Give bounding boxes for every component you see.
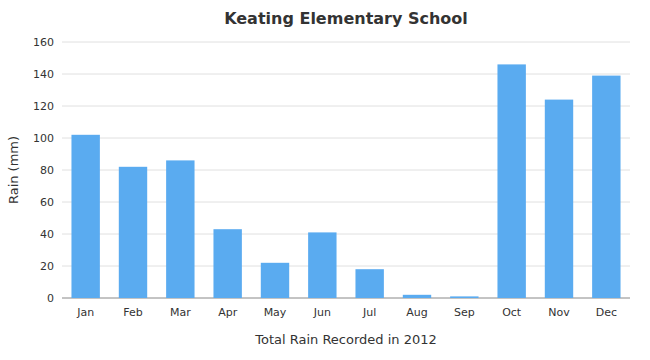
y-tick-label: 60 [40, 196, 54, 209]
x-tick-label: Sep [454, 306, 475, 319]
bar [261, 263, 289, 298]
y-tick-label: 20 [40, 260, 54, 273]
y-tick-label: 100 [33, 132, 54, 145]
bar [308, 232, 336, 298]
grid-line [62, 74, 630, 75]
x-tick-label: Apr [218, 306, 238, 319]
x-tick-label: Jul [362, 306, 376, 319]
bar [403, 295, 431, 298]
x-ticks: Jan Feb Mar Apr May Jun Jul Aug Sep Oct Nov Dec [76, 306, 617, 319]
y-axis-label: Rain (mm) [6, 136, 21, 204]
x-tick-label: May [264, 306, 287, 319]
x-tick-label: Feb [123, 306, 142, 319]
bars [71, 64, 620, 298]
y-tick-label: 0 [47, 292, 54, 305]
title: Keating Elementary School [224, 9, 468, 28]
x-tick-label: Aug [406, 306, 427, 319]
bar [166, 160, 194, 298]
bar [213, 229, 241, 298]
x-tick-label: Oct [502, 306, 522, 319]
x-tick-label: Jun [313, 306, 331, 319]
y-ticks: 0 20 40 60 80 100 120 140 160 [33, 36, 54, 305]
bar [497, 64, 525, 298]
y-tick-label: 120 [33, 100, 54, 113]
x-tick-label: Dec [596, 306, 617, 319]
y-tick-label: 40 [40, 228, 54, 241]
y-tick-label: 160 [33, 36, 54, 49]
chart: 020406080100120140160JanFebMarAprMayJunJ… [0, 0, 650, 360]
bar [545, 100, 573, 298]
chart-container: 020406080100120140160JanFebMarAprMayJunJ… [0, 0, 650, 360]
y-tick-label: 140 [33, 68, 54, 81]
x-axis-label: Total Rain Recorded in 2012 [254, 332, 437, 347]
bar [450, 296, 478, 298]
grid-line [62, 42, 630, 43]
bar [355, 269, 383, 298]
bar [71, 135, 99, 298]
x-tick-label: Jan [76, 306, 94, 319]
x-tick-label: Mar [170, 306, 191, 319]
y-tick-label: 80 [40, 164, 54, 177]
bar [119, 167, 147, 298]
grid [62, 42, 630, 298]
x-tick-label: Nov [548, 306, 570, 319]
bar [592, 76, 620, 298]
